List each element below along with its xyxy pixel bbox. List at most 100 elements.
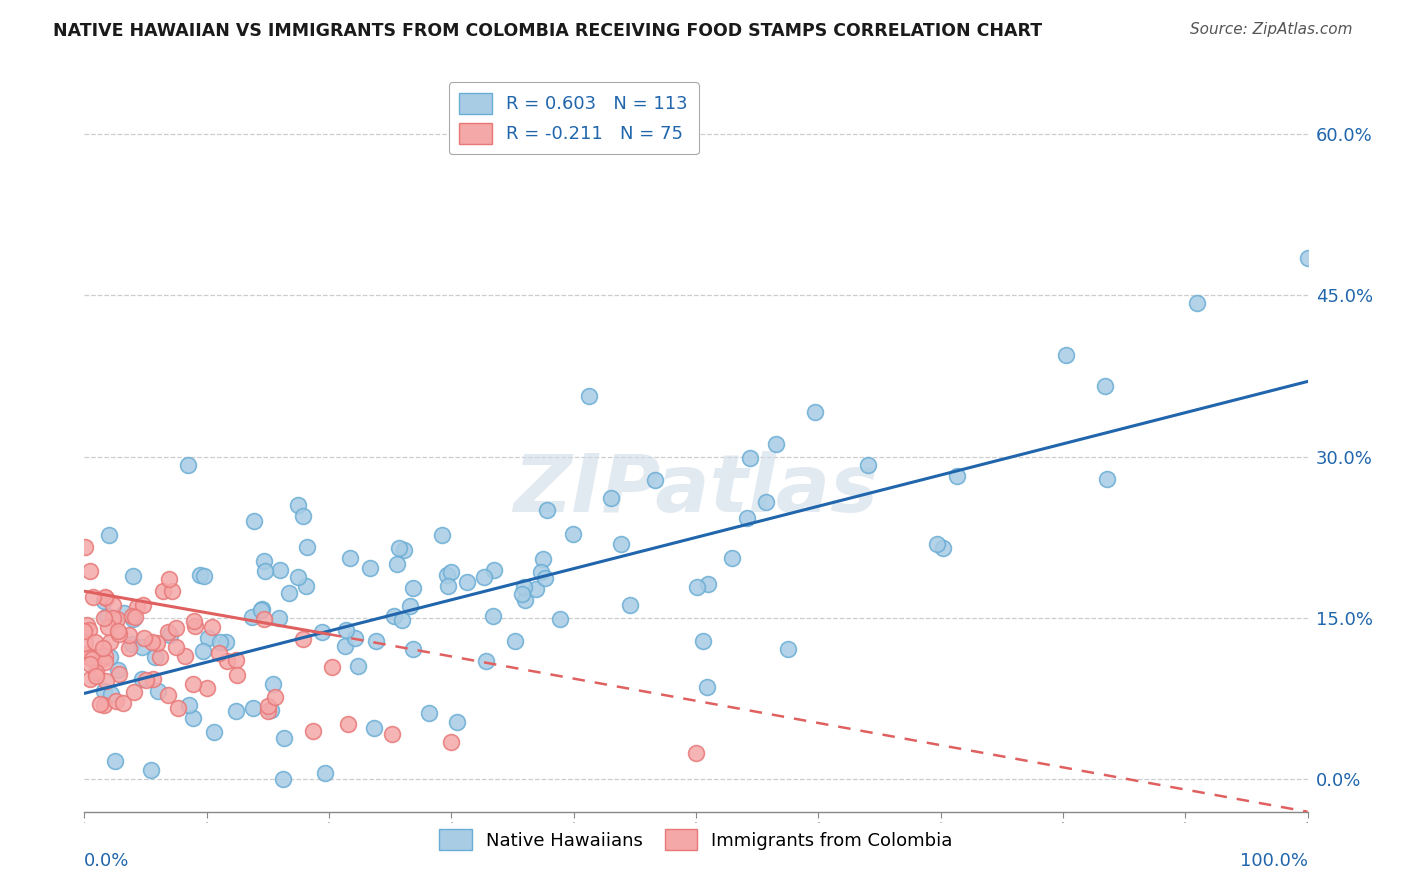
Point (738, 450, 761, 465)
Point (381, 727, 404, 741)
Point (695, 680, 717, 694)
Point (107, 667, 129, 681)
Point (804, 405, 827, 419)
Point (515, 592, 537, 607)
Point (347, 659, 370, 673)
Point (600, 491, 623, 505)
Point (93, 611, 115, 625)
Point (267, 611, 290, 625)
Point (1095, 472, 1118, 486)
Point (256, 704, 278, 718)
Point (287, 498, 309, 512)
Point (84, 634, 107, 648)
Point (121, 608, 143, 623)
Point (146, 636, 169, 650)
Point (73, 636, 96, 650)
Point (755, 494, 778, 508)
Text: ZIPatlas: ZIPatlas (513, 450, 879, 529)
Point (513, 580, 536, 594)
Point (399, 599, 422, 613)
Point (76, 647, 98, 661)
Point (1054, 348, 1077, 362)
Point (152, 584, 174, 599)
Point (295, 579, 318, 593)
Point (96, 609, 118, 624)
Point (321, 660, 343, 674)
Point (91, 640, 114, 655)
Point (167, 701, 190, 715)
Point (122, 685, 145, 699)
Point (735, 511, 758, 525)
Point (359, 560, 381, 574)
Point (174, 649, 197, 664)
Point (143, 650, 166, 665)
Point (165, 640, 187, 655)
Point (201, 620, 224, 634)
Point (94, 673, 117, 688)
Point (287, 570, 309, 584)
Point (107, 624, 129, 639)
Point (79, 657, 101, 672)
Point (387, 557, 409, 571)
Point (124, 609, 146, 624)
Point (685, 746, 707, 760)
Point (418, 706, 440, 720)
Point (84, 669, 107, 683)
Point (118, 628, 141, 642)
Point (135, 673, 157, 688)
Point (159, 627, 181, 641)
Point (339, 550, 361, 565)
Point (692, 633, 714, 648)
Point (610, 537, 633, 551)
Point (536, 503, 558, 517)
Point (73, 624, 96, 638)
Point (562, 527, 585, 541)
Point (260, 703, 283, 717)
Point (93, 683, 115, 698)
Point (765, 436, 787, 450)
Point (105, 612, 128, 626)
Point (191, 643, 214, 657)
Point (209, 634, 232, 648)
Text: 100.0%: 100.0% (1240, 852, 1308, 870)
Point (302, 724, 325, 739)
Point (131, 672, 153, 686)
Text: 0.0%: 0.0% (84, 852, 129, 870)
Point (696, 577, 718, 591)
Point (79, 672, 101, 686)
Point (382, 608, 405, 623)
Point (177, 698, 200, 712)
Point (118, 640, 141, 655)
Point (273, 731, 295, 746)
Point (311, 624, 333, 639)
Point (344, 631, 367, 645)
Point (104, 693, 127, 707)
Point (446, 715, 468, 730)
Point (686, 580, 709, 594)
Legend: Native Hawaiians, Immigrants from Colombia: Native Hawaiians, Immigrants from Colomb… (432, 822, 960, 857)
Point (437, 579, 460, 593)
Point (335, 639, 357, 653)
Point (314, 766, 336, 780)
Point (252, 602, 274, 616)
Point (253, 564, 276, 578)
Point (89, 697, 111, 711)
Point (932, 541, 955, 555)
Point (146, 683, 169, 698)
Point (250, 603, 273, 617)
Point (524, 582, 547, 596)
Point (510, 587, 533, 601)
Point (530, 565, 553, 579)
Point (1094, 379, 1116, 393)
Point (291, 632, 314, 646)
Point (86, 665, 108, 680)
Point (253, 612, 276, 626)
Point (472, 570, 495, 584)
Point (475, 654, 498, 668)
Point (217, 655, 239, 669)
Point (436, 568, 458, 582)
Point (364, 633, 387, 648)
Point (531, 552, 554, 566)
Point (149, 650, 172, 665)
Point (94, 649, 117, 664)
